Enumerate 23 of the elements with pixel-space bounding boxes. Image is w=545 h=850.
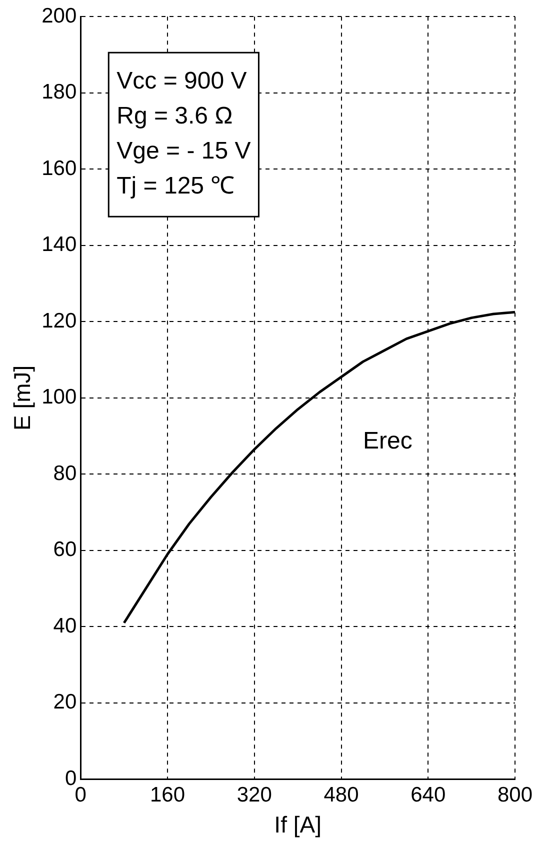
y-tick-label: 40 xyxy=(53,614,77,638)
y-tick-label: 120 xyxy=(42,309,77,332)
annotation: Tj = 125 ℃ xyxy=(116,172,235,200)
annotation: Rg = 3.6 Ω xyxy=(116,102,233,130)
x-tick-label: 640 xyxy=(410,784,446,807)
y-tick-label: 140 xyxy=(42,233,77,256)
y-tick-label: 20 xyxy=(53,690,77,714)
x-tick-label: 160 xyxy=(150,784,186,807)
annotation: Vcc = 900 V xyxy=(116,68,247,95)
text: Erec xyxy=(362,427,412,454)
x-tick-label: 800 xyxy=(497,784,533,807)
y-tick-label: 0 xyxy=(64,766,77,790)
x-tick-label: 320 xyxy=(236,784,272,807)
annotation: Vge = - 15 V xyxy=(116,138,251,165)
y-tick-label: 160 xyxy=(42,156,77,180)
y-tick-label: 200 xyxy=(42,4,77,28)
x-axis-title: If [A] xyxy=(274,812,322,838)
y-tick-label: 80 xyxy=(53,462,77,485)
x-tick-label: 480 xyxy=(324,784,359,807)
y-tick-label: 100 xyxy=(42,386,77,409)
y-tick-label: 60 xyxy=(53,538,77,562)
y-axis-title: E [mJ] xyxy=(9,365,36,430)
y-tick-label: 180 xyxy=(42,80,77,104)
